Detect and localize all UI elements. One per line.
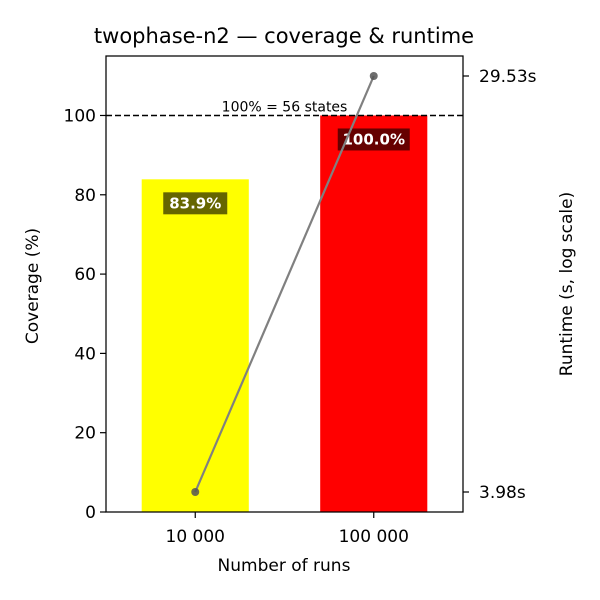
y-axis-ticks: 0 20 40 60 80 100 — [64, 106, 106, 523]
data-label-box-2 — [337, 128, 410, 151]
x-axis-ticks: 10 000 100 000 — [166, 512, 409, 547]
runtime-point-1 — [191, 488, 200, 496]
x-tick-label: 10 000 — [166, 527, 225, 547]
x-axis-label: Number of runs — [218, 556, 351, 576]
data-label-box-1 — [163, 192, 228, 215]
y-tick-label: 0 — [85, 503, 96, 523]
runtime-series — [191, 72, 378, 496]
runtime-point-2 — [369, 72, 378, 80]
coverage-bar-2 — [320, 115, 428, 512]
plot-frame — [105, 55, 464, 513]
reference-line-label: 100% = 56 states — [222, 99, 348, 115]
y-axis-label: Coverage (%) — [23, 228, 43, 344]
chart-title: twophase-n2 — coverage & runtime — [94, 24, 474, 48]
coverage-bar-1 — [141, 179, 249, 512]
y2-tick-label: 29.53s — [479, 67, 537, 87]
y-tick-label: 20 — [74, 424, 96, 444]
y2-axis-label: Runtime (s, log scale) — [557, 192, 577, 376]
runtime-line — [194, 75, 375, 493]
bars-layer — [141, 115, 428, 512]
data-label-2: 100.0% — [343, 130, 405, 148]
y-tick-label: 60 — [74, 265, 96, 285]
bar-labels-layer: 83.9% 100.0% — [163, 128, 410, 215]
x-tick-label: 100 000 — [339, 527, 409, 547]
y-tick-label: 40 — [74, 344, 96, 364]
y-tick-label: 100 — [64, 106, 96, 126]
y2-tick-label: 3.98s — [479, 483, 526, 503]
y-tick-label: 80 — [74, 186, 96, 206]
data-label-1: 83.9% — [169, 194, 221, 212]
y2-axis-ticks: 3.98s 29.53s — [463, 67, 537, 503]
